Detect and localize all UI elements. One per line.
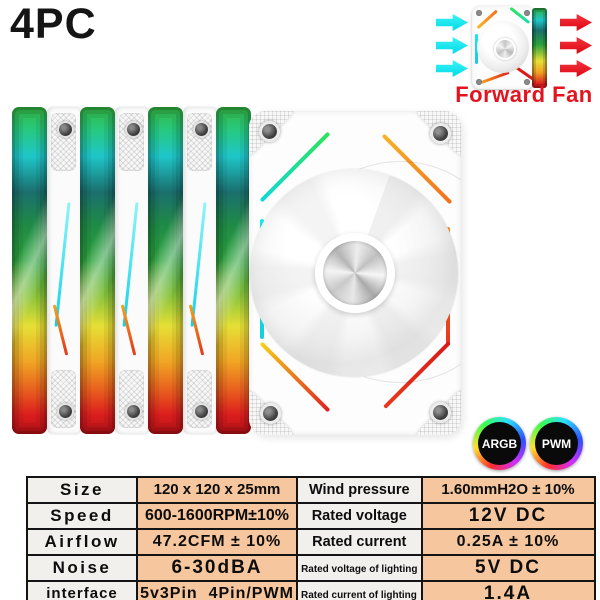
spec-value-cell: 5v3Pin 4Pin/PWM xyxy=(136,580,298,600)
table-row: Noise 6-30dBA Rated voltage of lighting … xyxy=(26,554,596,582)
pwm-badge: PWM xyxy=(530,417,583,470)
accent-line xyxy=(52,304,69,356)
intake-arrow-icon xyxy=(436,60,468,77)
fan-rgb-side-panel xyxy=(216,107,251,434)
spec-value-cell: 1.60mmH2O ± 10% xyxy=(420,476,596,504)
spec-label-cell: Size xyxy=(26,476,138,504)
screw-icon xyxy=(57,121,74,138)
spec-value-cell: 6-30dBA xyxy=(136,554,298,582)
table-row: Speed 600-1600RPM±10% Rated voltage 12V … xyxy=(26,502,596,530)
screw-icon xyxy=(260,403,281,424)
accent-line xyxy=(475,34,478,64)
fan-rgb-side-panel xyxy=(80,107,115,434)
accent-line xyxy=(54,202,71,327)
mini-fan xyxy=(472,5,550,91)
fan-frame-strip xyxy=(183,107,216,434)
screw-icon xyxy=(125,403,142,420)
mini-fan-frame xyxy=(472,6,535,89)
screw-icon xyxy=(430,402,451,423)
corner-pad xyxy=(51,113,76,171)
intake-arrow-icon xyxy=(436,37,468,54)
table-row: interface 5v3Pin 4Pin/PWM Rated current … xyxy=(26,580,596,600)
accent-line xyxy=(188,304,205,356)
screw-icon xyxy=(524,79,530,85)
intake-arrow-icon xyxy=(436,14,468,31)
exhaust-arrow-icon xyxy=(560,60,592,77)
screw-icon xyxy=(524,10,530,16)
argb-badge-label: ARGB xyxy=(481,436,518,451)
screw-icon xyxy=(193,403,210,420)
spec-label-cell: Speed xyxy=(26,502,138,530)
table-row: Airflow 47.2CFM ± 10% Rated current 0.25… xyxy=(26,528,596,556)
screw-icon xyxy=(193,121,210,138)
spec-label-cell: Noise xyxy=(26,554,138,582)
spec-value-cell: 600-1600RPM±10% xyxy=(136,502,298,530)
spec-value-cell: 0.25A ± 10% xyxy=(420,528,596,556)
fan-hub-cap xyxy=(323,241,387,305)
table-row: Size 120 x 120 x 25mm Wind pressure 1.60… xyxy=(26,476,596,504)
spec-value-cell: 12V DC xyxy=(420,502,596,530)
spec-table: Size 120 x 120 x 25mm Wind pressure 1.60… xyxy=(26,476,596,600)
mini-fan-hub xyxy=(494,38,516,60)
pack-quantity-title: 4PC xyxy=(10,0,97,48)
screw-icon xyxy=(125,121,142,138)
fan-frame-strip xyxy=(47,107,80,434)
screw-icon xyxy=(430,123,451,144)
screw-icon xyxy=(476,10,482,16)
spec-label-cell: Airflow xyxy=(26,528,138,556)
fan-hub xyxy=(315,233,395,313)
screw-icon xyxy=(259,121,280,142)
spec-value-cell: 120 x 120 x 25mm xyxy=(136,476,298,504)
spec-value-cell: 1.4A xyxy=(420,580,596,600)
exhaust-arrow-icon xyxy=(560,14,592,31)
spec-label-cell: Rated voltage of lighting xyxy=(296,554,423,582)
exhaust-arrow-icon xyxy=(560,37,592,54)
fan-frame-strip xyxy=(115,107,148,434)
spec-value-cell: 47.2CFM ± 10% xyxy=(136,528,298,556)
spec-label-cell: Wind pressure xyxy=(296,476,423,504)
accent-line xyxy=(120,304,137,356)
accent-line xyxy=(190,202,207,327)
accent-line xyxy=(122,202,139,327)
spec-label-cell: Rated voltage xyxy=(296,502,423,530)
pwm-badge-label: PWM xyxy=(541,436,572,451)
corner-pad xyxy=(187,113,212,171)
spec-value-cell: 5V DC xyxy=(420,554,596,582)
fan-rgb-side-panel xyxy=(12,107,47,434)
argb-badge: ARGB xyxy=(473,417,526,470)
spec-label-cell: interface xyxy=(26,580,138,600)
spec-label-cell: Rated current xyxy=(296,528,423,556)
front-fan xyxy=(249,111,461,435)
fan-rgb-side-panel xyxy=(148,107,183,434)
screw-icon xyxy=(57,403,74,420)
mini-fan-rgb-side xyxy=(532,8,547,88)
airflow-direction-label: Forward Fan xyxy=(455,82,593,107)
spec-label-cell: Rated current of lighting xyxy=(296,580,423,600)
screw-icon xyxy=(476,79,482,85)
